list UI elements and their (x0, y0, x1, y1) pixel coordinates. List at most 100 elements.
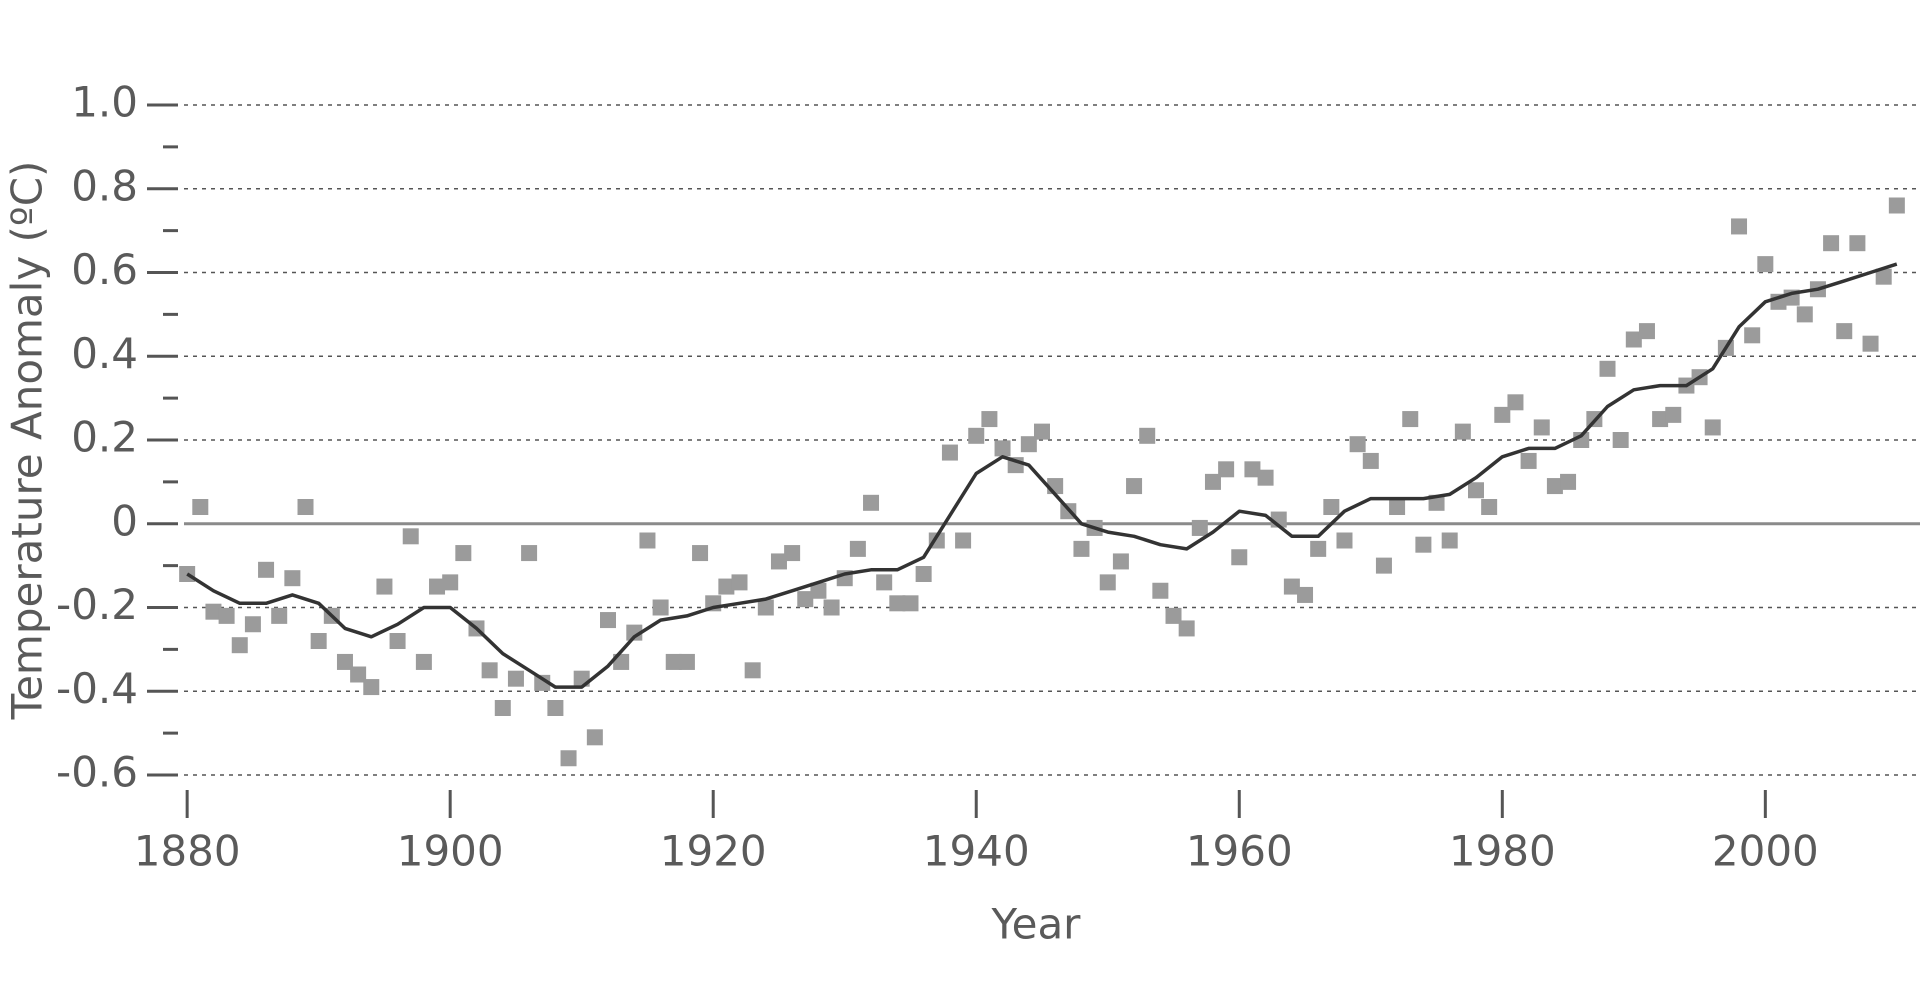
data-point (731, 574, 748, 591)
data-point (1020, 436, 1037, 453)
data-point (1034, 423, 1050, 440)
data-point (1165, 607, 1182, 624)
data-point (521, 545, 538, 562)
data-point (600, 612, 616, 629)
data-point (1481, 499, 1498, 515)
data-point (1336, 532, 1353, 549)
data-point (1638, 323, 1655, 340)
data-point (1218, 461, 1235, 478)
data-point (678, 653, 695, 670)
data-point (218, 607, 235, 624)
data-point (1389, 499, 1406, 515)
data-point (1849, 235, 1866, 252)
data-point (1507, 394, 1524, 411)
data-point (389, 633, 406, 649)
data-point (507, 670, 524, 687)
data-point (718, 578, 735, 595)
data-point (1665, 406, 1682, 423)
data-point (1704, 419, 1721, 436)
data-point (205, 603, 222, 620)
y-tick-label: 0.4 (71, 329, 138, 378)
data-point (1257, 469, 1274, 486)
data-point (560, 750, 577, 767)
data-point (1454, 423, 1471, 440)
data-point (1862, 335, 1879, 352)
data-point (757, 599, 774, 616)
data-point (1323, 499, 1340, 515)
data-point (1836, 323, 1853, 340)
data-point (994, 440, 1011, 457)
data-point (1244, 461, 1261, 478)
y-tick-label: 0.8 (71, 161, 138, 210)
data-point (376, 578, 393, 595)
data-point (1731, 218, 1748, 235)
y-tick-label: 0.6 (71, 245, 138, 294)
y-tick-label: -0.4 (56, 664, 138, 713)
y-tick-label: 0 (111, 496, 138, 545)
data-point (639, 532, 656, 549)
data-point (1283, 578, 1300, 595)
data-point (1139, 427, 1156, 444)
data-point (402, 528, 419, 545)
data-point (1310, 540, 1327, 557)
data-point (1402, 411, 1419, 428)
data-point (941, 444, 958, 461)
data-point (626, 624, 643, 641)
data-point (1362, 452, 1379, 469)
data-point (1612, 432, 1629, 448)
data-point (797, 591, 814, 608)
data-point (1204, 473, 1221, 490)
x-tick-label: 1880 (134, 827, 241, 876)
data-point (1520, 452, 1537, 469)
data-point (1191, 519, 1208, 536)
data-point (1599, 360, 1616, 377)
data-point (350, 666, 367, 683)
data-point (784, 545, 801, 562)
data-point (810, 582, 827, 599)
data-point (1533, 419, 1550, 436)
data-point (1152, 582, 1169, 599)
data-point (1099, 574, 1116, 591)
data-point (1875, 268, 1892, 285)
data-point (1796, 306, 1813, 323)
data-point (1494, 406, 1511, 423)
data-point (297, 499, 314, 515)
data-point (1625, 331, 1642, 348)
data-point (1823, 235, 1840, 252)
data-point (1112, 553, 1129, 570)
data-point (1652, 411, 1669, 428)
data-point (1415, 536, 1432, 553)
data-point (192, 499, 209, 515)
x-tick-label: 1980 (1449, 827, 1556, 876)
data-point (902, 595, 919, 612)
data-point (1178, 620, 1195, 637)
data-point (652, 599, 669, 616)
data-point (981, 411, 998, 428)
smoothed-line (186, 262, 1898, 689)
data-point (770, 553, 787, 570)
data-point (586, 729, 603, 746)
data-point (1560, 473, 1577, 490)
data-point (863, 494, 880, 511)
data-point (849, 540, 866, 557)
data-point (284, 570, 301, 587)
data-point (1757, 256, 1774, 273)
data-point (494, 700, 511, 716)
data-point (915, 566, 932, 582)
y-tick-label: 0.2 (71, 413, 138, 462)
data-point (1441, 532, 1458, 549)
data-point (1744, 327, 1761, 344)
data-point (876, 574, 893, 591)
x-tick-label: 1920 (660, 827, 767, 876)
data-point (1297, 586, 1314, 603)
x-tick-label: 2000 (1712, 827, 1819, 876)
data-point (744, 662, 761, 679)
data-point (1888, 197, 1905, 214)
data-point (1468, 482, 1484, 499)
data-point (336, 653, 353, 670)
data-point (481, 662, 498, 679)
data-point (258, 561, 275, 578)
y-axis-title: Temperature Anomaly (ºC) (3, 161, 52, 721)
data-point (363, 679, 380, 696)
